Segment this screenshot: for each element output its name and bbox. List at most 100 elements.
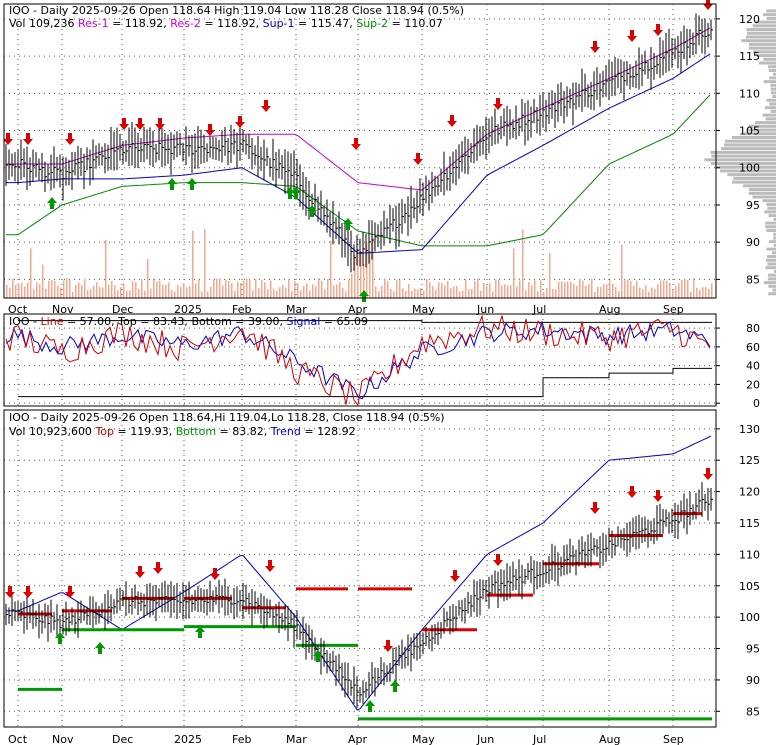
volume-bar — [351, 273, 353, 298]
volume-profile-bar — [711, 154, 776, 158]
volume-profile-bar — [748, 191, 776, 195]
volume-bar — [312, 284, 314, 298]
volume-profile-bar — [772, 288, 776, 292]
volume-profile-bar — [764, 106, 776, 110]
sell-arrow-icon — [65, 586, 75, 598]
sell-arrow-icon — [3, 133, 13, 145]
volume-profile — [704, 9, 776, 296]
volume-bar — [480, 290, 482, 298]
volume-bar — [375, 286, 377, 298]
volume-bar — [216, 278, 218, 298]
volume-bar — [696, 287, 698, 298]
x-tick-label: Dec — [112, 303, 133, 316]
volume-profile-bar — [762, 13, 776, 17]
volume-bar — [381, 285, 383, 298]
volume-bar — [243, 280, 245, 298]
volume-bar — [222, 285, 224, 298]
legend-segment: Line — [41, 315, 64, 328]
sell-arrow-icon — [23, 586, 33, 598]
volume-bar — [333, 285, 335, 298]
volume-profile-bar — [746, 28, 776, 32]
x-tick-label: Nov — [52, 303, 74, 316]
sell-arrow-icon — [235, 116, 245, 128]
volume-bar — [279, 287, 281, 298]
volume-bar — [627, 279, 629, 298]
x-tick-label: Nov — [52, 733, 74, 745]
volume-bar — [582, 280, 584, 298]
volume-profile-bar — [764, 281, 776, 285]
volume-profile-bar — [731, 135, 776, 139]
buy-arrow-icon — [343, 218, 353, 230]
volume-bar — [483, 282, 485, 298]
volume-bar — [387, 281, 389, 298]
volume-profile-bar — [767, 255, 776, 259]
sell-arrow-icon — [210, 568, 220, 580]
volume-bar — [219, 278, 221, 298]
panel2-legend: IOO - Line = 57.00, Top = 83.43, Bottom … — [9, 315, 368, 328]
y-tick-label: 115 — [739, 517, 760, 530]
volume-bar — [453, 286, 455, 298]
volume-profile-bar — [773, 232, 776, 236]
volume-bar — [426, 279, 428, 298]
volume-bar — [693, 278, 695, 298]
volume-bar — [204, 228, 206, 298]
volume-bar — [258, 288, 260, 298]
volume-bar — [660, 280, 662, 298]
y-tick-label: 95 — [746, 643, 760, 656]
volume-bar — [690, 291, 692, 298]
volume-profile-bar — [773, 217, 776, 221]
volume-bar — [21, 283, 23, 298]
volume-profile-bar — [767, 206, 776, 210]
volume-profile-bar — [770, 91, 776, 95]
stoch-top-line — [18, 320, 712, 323]
sell-arrow-icon — [5, 586, 15, 598]
volume-bar — [711, 283, 713, 298]
volume-bar — [9, 287, 11, 298]
y-tick-label: 120 — [739, 486, 760, 499]
sell-arrow-icon — [627, 30, 637, 42]
volume-bar — [153, 278, 155, 298]
buy-arrow-icon — [365, 700, 375, 712]
volume-bar — [468, 289, 470, 298]
volume-bar — [597, 286, 599, 298]
volume-bar — [225, 279, 227, 298]
volume-bar — [588, 283, 590, 298]
volume-bar — [441, 282, 443, 298]
volume-bar — [60, 287, 62, 298]
volume-bar — [543, 291, 545, 298]
volume-bar — [567, 281, 569, 298]
buy-arrow-icon — [167, 178, 177, 190]
panel3-legend-levels: Vol 10,923,600 Top = 119.93, Bottom = 83… — [9, 425, 356, 438]
sell-arrow-icon — [205, 124, 215, 136]
volume-bar — [108, 284, 110, 298]
x-tick-label: Jul — [532, 733, 546, 745]
volume-profile-bar — [764, 210, 776, 214]
sell-arrow-icon — [703, 0, 713, 10]
volume-bar — [192, 230, 194, 298]
legend-segment: Vol 10,923,600 — [9, 425, 95, 438]
volume-bar — [708, 288, 710, 298]
volume-bar — [300, 290, 302, 298]
sell-arrow-icon — [653, 490, 663, 502]
volume-bar — [477, 278, 479, 298]
volume-profile-bar — [769, 76, 776, 80]
volume-bar — [45, 288, 47, 298]
volume-bar — [303, 285, 305, 298]
buy-arrow-icon — [307, 205, 317, 217]
panel3-y-axis: 130 125 120 115 110 105 100 95 90 85 — [716, 423, 760, 718]
volume-bar — [564, 282, 566, 298]
volume-bar — [513, 248, 515, 298]
volume-bar — [546, 287, 548, 298]
volume-bar — [90, 289, 92, 298]
volume-profile-bar — [721, 147, 776, 151]
volume-bar — [144, 290, 146, 298]
volume-bar — [168, 282, 170, 298]
volume-bar — [288, 279, 290, 298]
volume-bar — [420, 288, 422, 298]
volume-bar — [423, 290, 425, 298]
volume-bar — [336, 284, 338, 298]
volume-bar — [705, 287, 707, 298]
volume-bar — [552, 288, 554, 298]
volume-bar — [606, 284, 608, 298]
volume-profile-bar — [727, 173, 776, 177]
